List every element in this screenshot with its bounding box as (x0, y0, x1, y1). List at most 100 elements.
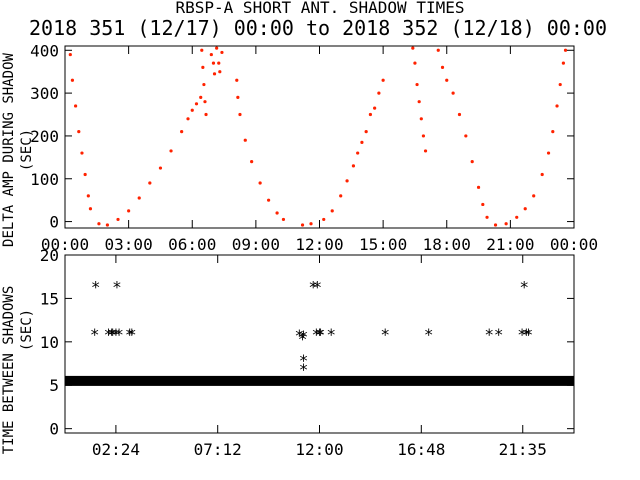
data-point (561, 61, 565, 65)
data-point (345, 179, 349, 183)
data-point (451, 91, 455, 95)
bottom-x-tick-label: 16:48 (397, 440, 445, 459)
data-point (70, 78, 75, 82)
data-point (551, 130, 555, 134)
top-x-tick-label: 00:00 (550, 235, 598, 254)
data-point (532, 194, 536, 198)
data-point: * (104, 325, 114, 344)
data-point: * (107, 325, 117, 344)
bottom-x-tick-label: 02:24 (92, 440, 140, 459)
data-point (457, 112, 462, 117)
data-point: * (111, 325, 121, 344)
data-point: * (311, 325, 321, 344)
data-point (485, 215, 489, 219)
baseline-band (65, 375, 574, 386)
data-point: * (295, 326, 305, 345)
data-point (364, 130, 368, 134)
data-point (116, 217, 120, 222)
data-point (368, 112, 372, 117)
data-point (373, 106, 377, 110)
data-point (105, 223, 110, 227)
data-point (281, 217, 286, 222)
data-point: * (125, 325, 135, 344)
data-point (413, 61, 417, 65)
data-point (339, 194, 343, 198)
data-point (419, 117, 423, 121)
top-x-tick-label: 12:00 (295, 235, 343, 254)
chart-title: RBSP-A SHORT ANT. SHADOW TIMES (176, 0, 465, 17)
data-point (148, 181, 152, 185)
data-point (356, 151, 360, 155)
data-point: * (112, 277, 122, 296)
data-point (421, 134, 426, 138)
data-point (381, 78, 385, 82)
data-point (243, 138, 247, 142)
bottom-baseline-band (65, 375, 574, 386)
data-point (236, 95, 240, 99)
top-x-tick-label: 06:00 (168, 235, 216, 254)
data-point (137, 196, 141, 200)
data-point (190, 108, 194, 112)
data-point (220, 50, 224, 55)
data-point: * (316, 325, 326, 344)
data-point (540, 172, 544, 177)
top-x-tick-label: 03:00 (105, 235, 153, 254)
data-point: * (519, 277, 529, 296)
top-x-tick-label: 09:00 (232, 235, 280, 254)
data-point (200, 48, 204, 52)
data-point: * (380, 325, 390, 344)
data-point (204, 112, 208, 117)
data-point (169, 149, 173, 153)
data-point (555, 104, 559, 108)
data-point (77, 130, 81, 134)
top-x-tick-label: 15:00 (359, 235, 407, 254)
data-point (504, 222, 508, 226)
top-x-tick-label: 21:00 (486, 235, 534, 254)
data-point: * (308, 277, 318, 296)
data-point (546, 151, 551, 155)
data-point: * (298, 329, 308, 348)
bottom-axes: 0 5 10 15 20 02:24 07:12 12:00 16:48 21:35 (40, 246, 574, 459)
bottom-y-axis-unit: (SEC) (19, 309, 35, 351)
data-point (83, 172, 87, 177)
data-point (417, 100, 421, 104)
data-point (218, 70, 222, 74)
data-point (481, 202, 485, 207)
data-point (202, 82, 206, 87)
data-point (275, 211, 279, 215)
data-point (300, 223, 305, 227)
data-point: * (484, 325, 494, 344)
data-point (194, 102, 199, 106)
data-point (330, 209, 334, 213)
data-point (464, 134, 468, 138)
top-x-tick-label: 00:00 (41, 235, 89, 254)
bottom-x-tick-label: 21:35 (499, 440, 547, 459)
data-point: * (114, 325, 124, 344)
data-point (199, 95, 203, 99)
data-point (209, 52, 213, 57)
data-point: * (127, 325, 137, 344)
data-point (80, 151, 84, 155)
data-point: * (91, 277, 101, 296)
data-point: * (90, 325, 100, 344)
bottom-y-tick-label: 0 (49, 420, 59, 439)
bottom-panel: ** ****** ** ********** * * * * ***** 0 5 10 15 20 02… (1, 246, 575, 459)
data-point (186, 117, 190, 121)
data-point (523, 207, 527, 211)
data-point (267, 198, 271, 202)
bottom-y-axis-label: TIME BETWEEN SHADOWS (1, 286, 17, 455)
top-y-tick-label: 100 (30, 170, 59, 189)
top-y-tick-label: 0 (49, 213, 59, 232)
data-point (258, 181, 262, 185)
data-point (360, 140, 364, 144)
bottom-y-tick-label: 15 (40, 289, 59, 308)
bottom-y-tick-label: 20 (40, 246, 59, 265)
data-point (158, 166, 163, 170)
bottom-x-tick-label: 07:12 (194, 440, 242, 459)
data-point (217, 61, 221, 65)
top-scatter-points (68, 46, 568, 227)
bottom-x-tick-label: 12:00 (295, 440, 343, 459)
bottom-y-tick-label: 10 (40, 333, 59, 352)
bottom-y-tick-label: 5 (49, 376, 59, 395)
